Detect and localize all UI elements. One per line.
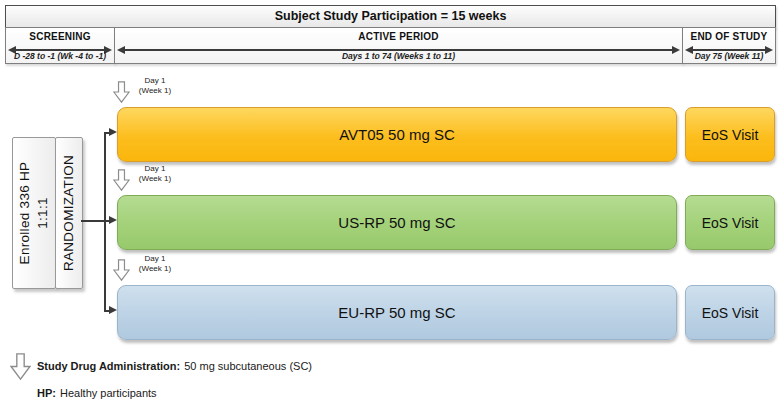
arrowhead-right-icon (109, 216, 117, 224)
dose-day: Day 1 (132, 76, 178, 86)
dose-day: Day 1 (132, 164, 178, 174)
timeline-column-range: Days 1 to 74 (Weeks 1 to 11) (115, 51, 682, 61)
branch-vertical-line (104, 132, 106, 311)
eos-visit-box-avt05: EoS Visit (685, 107, 775, 162)
arm-box-us-rp: US-RP 50 mg SC (117, 195, 677, 250)
timeline-column-range: Day 75 (Week 11) (683, 51, 775, 61)
dose-day: Day 1 (132, 254, 178, 264)
legend-hp: HP: Healthy participants (37, 387, 157, 399)
timeline-column-active-period: ACTIVE PERIOD Days 1 to 74 (Weeks 1 to 1… (114, 27, 683, 64)
timeline-column-end-of-study: END OF STUDY Day 75 (Week 11) (682, 27, 776, 64)
study-participation-title: Subject Study Participation = 15 weeks (5, 5, 776, 28)
arm-box-eu-rp: EU-RP 50 mg SC (117, 285, 677, 340)
randomization-text: RANDOMIZATION (60, 155, 78, 271)
enrollment-line2: 1:1:1 (34, 162, 52, 265)
legend-term: HP: (37, 387, 56, 399)
arrowhead-right-icon (109, 306, 117, 314)
timeline-column-screening: SCREENING D -28 to -1 (Wk -4 to -1) (5, 27, 115, 64)
enrollment-text: Enrolled 336 HP 1:1:1 (16, 162, 52, 265)
eos-visit-box-eu-rp: EoS Visit (685, 285, 775, 340)
timeline-column-label: END OF STUDY (683, 28, 775, 42)
dose-week: (Week 1) (132, 86, 178, 96)
dose-down-arrow-icon (113, 80, 130, 104)
legend-definition: Healthy participants (60, 387, 157, 399)
dose-week: (Week 1) (132, 264, 178, 274)
dose-marker-text: Day 1 (Week 1) (132, 254, 178, 274)
arm-box-avt05: AVT05 50 mg SC (117, 107, 677, 162)
legend-study-drug-administration: Study Drug Administration: 50 mg subcutan… (37, 360, 312, 372)
timeline-column-label: ACTIVE PERIOD (115, 28, 682, 42)
arrowhead-right-icon (109, 128, 117, 136)
timeline-column-range: D -28 to -1 (Wk -4 to -1) (6, 51, 114, 61)
legend-term: Study Drug Administration: (37, 360, 180, 372)
dose-marker-text: Day 1 (Week 1) (132, 76, 178, 96)
study-design-diagram: Subject Study Participation = 15 weeks S… (0, 0, 780, 413)
dose-down-arrow-icon (113, 258, 130, 282)
enrollment-line1: Enrolled 336 HP (16, 162, 34, 265)
legend-definition: 50 mg subcutaneous (SC) (184, 360, 312, 372)
legend-down-arrow-icon (10, 352, 31, 381)
randomization-box: RANDOMIZATION (55, 137, 83, 289)
timeline-column-label: SCREENING (6, 28, 114, 42)
eos-visit-box-us-rp: EoS Visit (685, 195, 775, 250)
dose-down-arrow-icon (113, 168, 130, 192)
dose-week: (Week 1) (132, 174, 178, 184)
enrollment-box: Enrolled 336 HP 1:1:1 (12, 137, 56, 289)
branch-line-middle (81, 220, 110, 222)
dose-marker-text: Day 1 (Week 1) (132, 164, 178, 184)
